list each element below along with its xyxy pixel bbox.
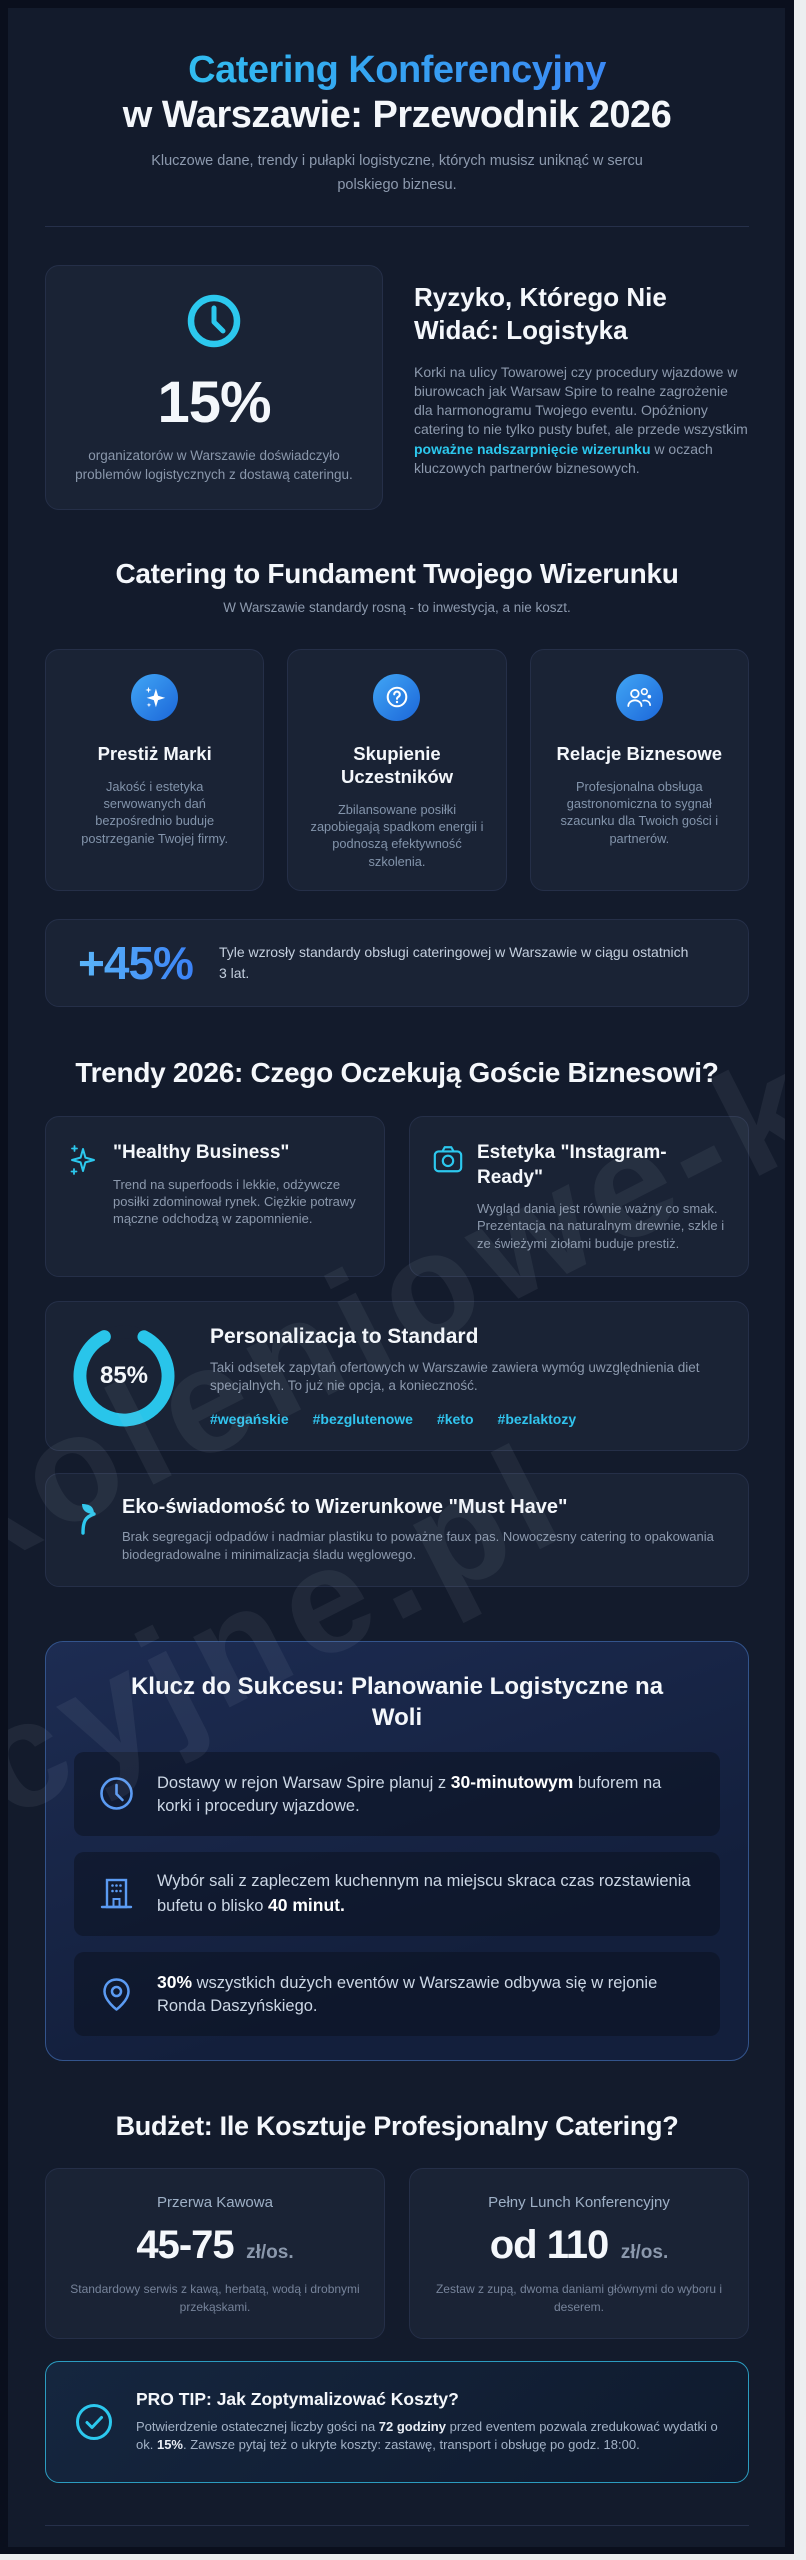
risk-stat-value: 15% [157,369,271,435]
risk-body: Korki na ulicy Towarowej czy procedury w… [414,363,749,479]
page-subtitle: Kluczowe dane, trendy i pułapki logistyc… [151,152,643,193]
budget-cards: Przerwa Kawowa 45-75 zł/os. Standardowy … [45,2168,749,2339]
camera-icon [432,1141,463,1252]
fundament-card-text: Zbilansowane posiłki zapobiegają spadkom… [310,801,484,869]
personalization-card: 85% Personalizacja to Standard Taki odse… [45,1300,749,1451]
page-title: Catering Konferencyjny w Warszawie: Prze… [45,48,749,138]
budget-card-label: Pełny Lunch Konferencyjny [488,2194,670,2212]
budget-card-desc: Zestaw z zupą, dwoma daniami głównymi do… [435,2282,723,2314]
fundament-subheading: W Warszawie standardy rosną - to inwesty… [223,599,571,615]
fundament-card-prestiz: Prestiż Marki Jakość i estetyka serwowan… [45,648,265,891]
trend-cards: "Healthy Business" Trend na superfoods i… [45,1115,749,1277]
tag-weganskie: #wegańskie [210,1411,289,1427]
donut-percent-label: 85% [99,1361,149,1389]
budget-card-price: 45-75 [136,2223,234,2268]
risk-body-pre: Korki na ulicy Towarowej czy procedury w… [414,363,748,438]
question-circle-icon [373,673,421,721]
fundament-card-relacje: Relacje Biznesowe Profesjonalna obsługa … [529,648,749,891]
diet-tags: #wegańskie #bezglutenowe #keto #bezlakto… [210,1411,722,1427]
row-text-pre: Wybór sali z zapleczem kuchennym na miej… [157,1871,691,1915]
logistics-heading: Klucz do Sukcesu: Planowanie Logistyczne… [130,1673,664,1731]
risk-section: 15% organizatorów w Warszawie doświadczy… [45,264,749,510]
divider [45,225,749,227]
protip-pre: Potwierdzenie ostatecznej liczby gości n… [136,2418,379,2434]
personalization-title: Personalizacja to Standard [210,1324,479,1348]
tag-bezlaktozy: #bezlaktozy [497,1411,577,1427]
sparkles-outline-icon [68,1141,98,1252]
page-title-rest: w Warszawie: Przewodnik 2026 [122,93,672,136]
logistics-row-text: 30% wszystkich dużych eventów w Warszawi… [157,1970,696,2018]
budget-card-unit: zł/os. [246,2242,294,2264]
fundament-card-title: Prestiż Marki [97,742,212,764]
fundament-cards: Prestiż Marki Jakość i estetyka serwowan… [45,648,749,891]
row-text-pre: Dostawy w rejon Warsaw Spire planuj z [157,1773,451,1792]
logistics-row-location: 30% wszystkich dużych eventów w Warszawi… [74,1951,720,2037]
growth-banner: +45% Tyle wzrosły standardy obsługi cate… [45,918,749,1007]
trend-card-healthy: "Healthy Business" Trend na superfoods i… [45,1115,385,1277]
fundament-card-text: Jakość i estetyka serwowanych dań bezpoś… [81,778,229,846]
building-icon [98,1875,135,1912]
tag-keto: #keto [436,1411,474,1427]
check-circle-icon [74,2402,114,2442]
page-title-accent: Catering Konferencyjny [45,48,749,93]
logistics-card: Klucz do Sukcesu: Planowanie Logistyczne… [45,1641,749,2062]
risk-body-post: w oczach kluczowych partnerów biznesowyc… [414,440,713,477]
people-icon [615,673,663,721]
protip-bold2: 15% [156,2437,183,2453]
fundament-heading: Catering to Fundament Twojego Wizerunku [115,557,679,589]
budget-card-desc: Standardowy serwis z kawą, herbatą, wodą… [70,2282,360,2314]
budget-card-lunch: Pełny Lunch Konferencyjny od 110 zł/os. … [409,2168,749,2339]
trends-heading: Trendy 2026: Czego Oczekują Goście Bizne… [75,1056,719,1088]
fundament-card-text: Profesjonalna obsługa gastronomiczna to … [560,778,719,846]
logistics-row-buffer: Dostawy w rejon Warsaw Spire planuj z 30… [74,1751,720,1836]
risk-heading: Ryzyko, Którego Nie Widać: Logistyka [414,281,667,345]
budget-card-price: od 110 [489,2223,610,2268]
row-text-post: buforem na korki i procedury wjazdowe. [157,1773,662,1815]
fundament-card-skupienie: Skupienie Uczestników Zbilansowane posił… [287,648,507,891]
logistics-row-text: Dostawy w rejon Warsaw Spire planuj z 30… [157,1770,696,1818]
budget-heading: Budżet: Ile Kosztuje Profesjonalny Cater… [115,2111,679,2142]
protip-text: Potwierdzenie ostatecznej liczby gości n… [136,2418,720,2455]
protip-bold1: 72 godziny [378,2418,446,2434]
trend-card-title: Estetyka "Instagram-Ready" [477,1141,667,1188]
footer-divider [45,2524,749,2526]
infographic-background: Catering Konferencyjny w Warszawie: Prze… [8,8,785,2547]
trend-card-text: Trend na superfoods i lekkie, odżywcze p… [113,1176,356,1226]
clock-icon [185,292,243,350]
map-pin-icon [98,1976,135,2013]
protip-card: PRO TIP: Jak Zoptymalizować Koszty? Potw… [45,2360,749,2483]
growth-text: Tyle wzrosły standardy obsługi cateringo… [218,943,689,981]
protip-mid: przed eventem pozwala zredukować wydatki… [136,2418,718,2453]
protip-title: PRO TIP: Jak Zoptymalizować Koszty? [136,2388,459,2409]
trend-card-text: Wygląd dania jest równie ważny co smak. … [477,1201,725,1251]
budget-card-label: Przerwa Kawowa [157,2194,273,2212]
row-text-bold: 30-minutowym [450,1771,574,1792]
growth-value: +45% [78,936,194,989]
tag-bezglutenowe: #bezglutenowe [312,1411,413,1427]
fundament-card-title: Relacje Biznesowe [556,742,723,764]
risk-stat-card: 15% organizatorów w Warszawie doświadczy… [45,264,383,510]
protip-post: . Zawsze pytaj też o ukryte koszty: zast… [183,2437,640,2453]
personalization-text: Taki odsetek zapytań ofertowych w Warsza… [210,1359,700,1393]
budget-card-coffee: Przerwa Kawowa 45-75 zł/os. Standardowy … [45,2168,385,2339]
row-text-post: wszystkich dużych eventów w Warszawie od… [157,1973,658,2016]
risk-stat-caption: organizatorów w Warszawie doświadczyło p… [75,447,353,483]
risk-body-highlight: poważne nadszarpnięcie wizerunku [414,440,651,457]
clock-outline-icon [98,1775,135,1812]
logistics-row-text: Wybór sali z zapleczem kuchennym na miej… [157,1870,696,1918]
eco-card: Eko-świadomość to Wizerunkowe "Must Have… [45,1472,749,1588]
fundament-card-title: Skupienie Uczestników [340,742,454,787]
eco-leaf-icon [72,1496,104,1564]
eco-text: Brak segregacji odpadów i nadmiar plasti… [122,1528,714,1562]
eco-title: Eko-świadomość to Wizerunkowe "Must Have… [122,1495,568,1518]
logistics-row-kitchen: Wybór sali z zapleczem kuchennym na miej… [74,1851,720,1936]
donut-chart-85: 85% [72,1324,176,1428]
sparkles-icon [131,673,179,721]
row-text-bold: 30% [157,1971,193,1992]
budget-card-unit: zł/os. [620,2242,669,2264]
trend-card-title: "Healthy Business" [113,1141,290,1163]
trend-card-estetyka: Estetyka "Instagram-Ready" Wygląd dania … [409,1115,749,1277]
row-text-bold: 40 minut. [268,1894,345,1915]
